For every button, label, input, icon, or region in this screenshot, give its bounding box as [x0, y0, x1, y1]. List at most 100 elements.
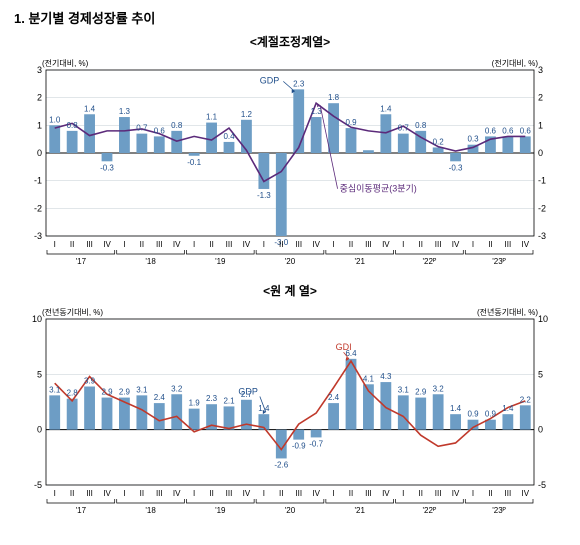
- value-label: 1.8: [328, 93, 340, 102]
- value-label: 2.4: [328, 393, 340, 402]
- value-label: 0.8: [415, 121, 427, 130]
- bar: [398, 395, 409, 429]
- bar: [189, 153, 200, 156]
- svg-text:II: II: [488, 240, 492, 249]
- svg-text:I: I: [263, 489, 265, 498]
- value-label: 4.3: [380, 372, 392, 381]
- bar: [502, 414, 513, 429]
- svg-text:5: 5: [37, 369, 42, 379]
- value-label: 0.9: [345, 118, 357, 127]
- value-label: 2.2: [520, 395, 532, 404]
- svg-text:III: III: [365, 489, 372, 498]
- svg-text:'20: '20: [285, 506, 296, 515]
- svg-text:I: I: [472, 489, 474, 498]
- svg-text:2: 2: [538, 93, 543, 103]
- bar: [328, 403, 339, 430]
- bar: [415, 398, 426, 430]
- svg-text:I: I: [123, 489, 125, 498]
- svg-text:III: III: [156, 240, 163, 249]
- svg-text:III: III: [226, 489, 233, 498]
- bar: [311, 117, 322, 153]
- value-label: -0.3: [449, 163, 463, 172]
- value-label: 4.1: [363, 374, 375, 383]
- bar: [241, 120, 252, 153]
- svg-text:0: 0: [37, 148, 42, 158]
- value-label: 2.9: [415, 388, 427, 397]
- chart2-title: <원 계 열>: [14, 282, 566, 299]
- svg-text:IV: IV: [103, 489, 111, 498]
- value-label: 1.4: [450, 404, 462, 413]
- svg-text:IV: IV: [452, 240, 460, 249]
- svg-text:'23ᴾ: '23ᴾ: [492, 257, 506, 266]
- svg-text:'20: '20: [285, 257, 296, 266]
- svg-text:'21: '21: [354, 257, 365, 266]
- svg-text:III: III: [226, 240, 233, 249]
- value-label: 0.7: [136, 124, 148, 133]
- svg-text:'17: '17: [76, 257, 87, 266]
- svg-text:II: II: [70, 240, 74, 249]
- svg-text:IV: IV: [312, 489, 320, 498]
- svg-text:II: II: [209, 489, 213, 498]
- svg-text:'21: '21: [354, 506, 365, 515]
- value-label: 3.1: [136, 385, 148, 394]
- value-label: 1.0: [49, 115, 61, 124]
- svg-text:I: I: [193, 240, 195, 249]
- value-label: 0.2: [433, 137, 445, 146]
- bar: [380, 114, 391, 153]
- svg-text:I: I: [332, 240, 334, 249]
- value-label: 0.6: [520, 126, 532, 135]
- svg-text:5: 5: [538, 369, 543, 379]
- bar: [171, 394, 182, 429]
- value-label: -0.7: [309, 439, 323, 448]
- value-label: 1.1: [206, 113, 218, 122]
- value-label: 2.9: [101, 388, 113, 397]
- svg-text:III: III: [365, 240, 372, 249]
- svg-text:III: III: [86, 240, 93, 249]
- svg-text:IV: IV: [382, 489, 390, 498]
- bar: [520, 136, 531, 153]
- bar: [520, 405, 531, 429]
- svg-text:'22ᴾ: '22ᴾ: [423, 506, 437, 515]
- svg-text:I: I: [54, 240, 56, 249]
- svg-text:-2: -2: [538, 203, 546, 213]
- svg-text:II: II: [349, 240, 353, 249]
- svg-text:III: III: [86, 489, 93, 498]
- bar: [224, 406, 235, 429]
- value-label: 0.8: [67, 121, 79, 130]
- svg-text:'22ᴾ: '22ᴾ: [423, 257, 437, 266]
- value-label: -1.3: [257, 191, 271, 200]
- svg-text:(전기대비, %): (전기대비, %): [42, 58, 89, 68]
- svg-text:'18: '18: [145, 257, 156, 266]
- chart1-title: <계절조정계열>: [14, 33, 566, 50]
- svg-text:(전년동기대비, %): (전년동기대비, %): [477, 307, 538, 317]
- svg-text:IV: IV: [173, 489, 181, 498]
- value-label: 1.2: [241, 110, 253, 119]
- value-label: 1.4: [380, 104, 392, 113]
- svg-text:IV: IV: [452, 489, 460, 498]
- value-label: 0.6: [502, 126, 514, 135]
- ma-annot: 중심이동평균(3분기): [340, 184, 417, 194]
- svg-text:III: III: [295, 489, 302, 498]
- svg-text:IV: IV: [173, 240, 181, 249]
- svg-text:III: III: [435, 489, 442, 498]
- svg-text:0: 0: [538, 425, 543, 435]
- bar: [502, 136, 513, 153]
- svg-text:'19: '19: [215, 257, 226, 266]
- gdp-annot: GDP: [238, 386, 258, 396]
- svg-text:I: I: [263, 240, 265, 249]
- svg-text:II: II: [279, 489, 283, 498]
- svg-text:IV: IV: [312, 240, 320, 249]
- value-label: 1.9: [189, 399, 201, 408]
- bar: [189, 409, 200, 430]
- value-label: 0.6: [154, 126, 166, 135]
- svg-text:III: III: [505, 489, 512, 498]
- svg-text:II: II: [418, 489, 422, 498]
- svg-text:IV: IV: [382, 240, 390, 249]
- value-label: 0.9: [467, 410, 479, 419]
- svg-text:I: I: [123, 240, 125, 249]
- value-label: 2.8: [67, 389, 79, 398]
- svg-text:III: III: [295, 240, 302, 249]
- bar: [49, 125, 60, 153]
- bar: [293, 430, 304, 440]
- svg-text:IV: IV: [243, 489, 251, 498]
